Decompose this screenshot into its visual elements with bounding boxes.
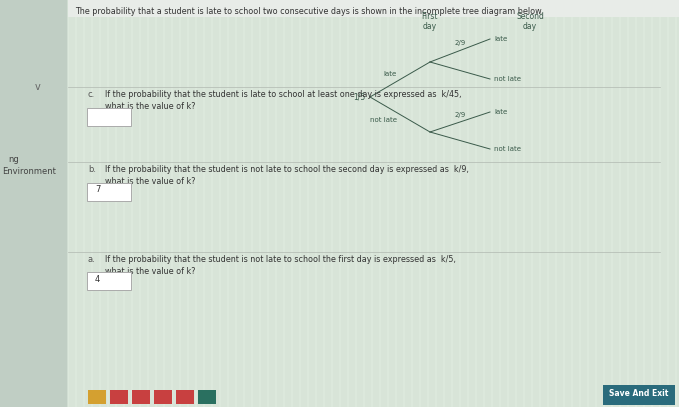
Text: a.: a. bbox=[88, 255, 96, 264]
Text: The probability that a student is late to school two consecutive days is shown i: The probability that a student is late t… bbox=[75, 7, 543, 16]
Bar bbox=[154, 390, 172, 404]
Text: If the probability that the student is late to school at least one day is expres: If the probability that the student is l… bbox=[105, 90, 462, 99]
Text: late: late bbox=[494, 36, 507, 42]
FancyBboxPatch shape bbox=[87, 183, 131, 201]
Bar bbox=[68, 0, 679, 407]
Text: not late: not late bbox=[494, 76, 521, 82]
Bar bbox=[68, 0, 679, 17]
FancyBboxPatch shape bbox=[87, 108, 131, 126]
Text: Save And Exit: Save And Exit bbox=[609, 389, 669, 398]
Text: 7: 7 bbox=[95, 186, 100, 195]
Text: 2/9: 2/9 bbox=[454, 41, 466, 46]
Text: Second
day: Second day bbox=[516, 12, 544, 31]
Bar bbox=[110, 390, 128, 404]
FancyBboxPatch shape bbox=[603, 385, 675, 405]
Text: what is the value of k?: what is the value of k? bbox=[105, 102, 196, 111]
Text: what is the value of k?: what is the value of k? bbox=[105, 177, 196, 186]
Bar bbox=[176, 390, 194, 404]
Bar bbox=[198, 390, 216, 404]
Text: not late: not late bbox=[370, 118, 397, 123]
Text: what is the value of k?: what is the value of k? bbox=[105, 267, 196, 276]
Bar bbox=[0, 0, 68, 407]
Text: v: v bbox=[35, 82, 41, 92]
Text: late: late bbox=[494, 109, 507, 115]
Text: 1/5: 1/5 bbox=[353, 92, 365, 101]
FancyBboxPatch shape bbox=[87, 272, 131, 290]
Bar bbox=[88, 390, 106, 404]
Text: First
day: First day bbox=[422, 12, 438, 31]
Text: ng: ng bbox=[8, 155, 19, 164]
Text: Environment: Environment bbox=[2, 168, 56, 177]
Bar bbox=[132, 390, 150, 404]
Text: b.: b. bbox=[88, 165, 96, 174]
Text: If the probability that the student is not late to school the second day is expr: If the probability that the student is n… bbox=[105, 165, 469, 174]
Text: 4: 4 bbox=[95, 274, 100, 284]
Text: 2/9: 2/9 bbox=[454, 112, 466, 118]
Text: If the probability that the student is not late to school the first day is expre: If the probability that the student is n… bbox=[105, 255, 456, 264]
Text: c.: c. bbox=[88, 90, 95, 99]
Text: not late: not late bbox=[494, 146, 521, 152]
Text: late: late bbox=[384, 70, 397, 77]
